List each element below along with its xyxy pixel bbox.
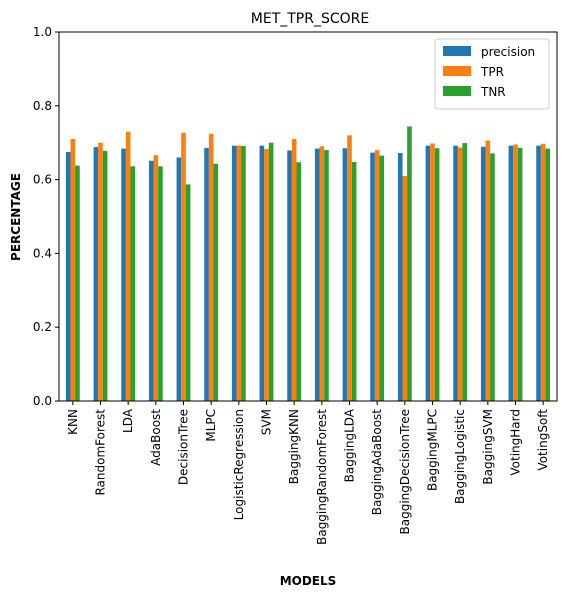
bar-tpr-adaboost xyxy=(153,155,159,401)
bar-precision-baggingmlpc xyxy=(425,145,431,401)
bar-precision-logisticregression xyxy=(231,145,237,401)
bar-tpr-decisiontree xyxy=(181,132,186,401)
bar-tnr-randomforest xyxy=(102,150,108,401)
x-tick-label: BaggingLogistic xyxy=(453,409,467,504)
y-tick-label: 0.4 xyxy=(33,246,52,260)
x-tick-label: DecisionTree xyxy=(177,409,191,485)
bar-precision-baggingrandomforest xyxy=(314,148,320,401)
x-tick-label: SVM xyxy=(260,409,274,435)
bar-tnr-bagginglogistic xyxy=(462,143,468,401)
bar-precision-svm xyxy=(259,145,265,401)
bar-tpr-randomforest xyxy=(98,142,103,401)
bar-tpr-bagginglogistic xyxy=(457,147,463,401)
y-axis-title: PERCENTAGE xyxy=(9,173,23,261)
bar-tpr-mlpc xyxy=(208,133,214,401)
bar-precision-decisiontree xyxy=(176,157,182,401)
x-tick-label: BaggingRandomForest xyxy=(315,409,329,545)
plot-frame xyxy=(58,31,558,402)
bar-tpr-baggingsvm xyxy=(485,140,491,401)
bar-tnr-baggingadaboost xyxy=(379,155,385,401)
bar-tnr-baggingdecisiontree xyxy=(407,126,412,402)
bar-tnr-logisticregression xyxy=(241,146,246,401)
bar-tnr-decisiontree xyxy=(185,184,191,401)
x-tick-label: MLPC xyxy=(204,409,218,442)
bar-precision-baggingadaboost xyxy=(370,152,375,401)
bar-precision-bagginglogistic xyxy=(453,145,458,401)
bar-tpr-baggingdecisiontree xyxy=(402,175,408,401)
x-tick-label: BaggingMLPC xyxy=(426,409,440,491)
bar-tpr-svm xyxy=(264,148,269,401)
bar-tnr-baggingrandomforest xyxy=(324,150,329,401)
legend-label-tnr: TNR xyxy=(480,85,506,99)
bar-precision-adaboost xyxy=(148,160,154,401)
bar-tnr-adaboost xyxy=(158,166,163,401)
legend-swatch-tpr xyxy=(443,66,471,76)
bar-precision-baggingdecisiontree xyxy=(397,153,403,401)
bar-tpr-baggingmlpc xyxy=(430,143,435,402)
bar-tpr-baggingknn xyxy=(291,139,297,401)
y-tick-label: 0.0 xyxy=(33,394,52,408)
x-tick-label: BaggingKNN xyxy=(287,409,301,484)
bar-tpr-votingsoft xyxy=(540,143,546,401)
legend-label-tpr: TPR xyxy=(480,65,504,79)
bar-tnr-votingsoft xyxy=(545,148,551,401)
bar-precision-randomforest xyxy=(93,147,99,401)
bar-tnr-baggingknn xyxy=(296,162,302,401)
x-tick-label: BaggingSVM xyxy=(481,409,495,485)
bar-precision-mlpc xyxy=(204,147,209,401)
bar-precision-baggingsvm xyxy=(480,146,486,401)
x-tick-label: AdaBoost xyxy=(149,409,163,466)
bar-tpr-bagginglda xyxy=(347,135,352,401)
bar-tpr-baggingrandomforest xyxy=(319,146,325,401)
bar-precision-bagginglda xyxy=(342,148,348,401)
chart-title: MET_TPR_SCORE xyxy=(251,11,369,27)
x-tick-label: VotingHard xyxy=(509,409,523,476)
legend-swatch-tnr xyxy=(443,86,471,96)
bar-tnr-votinghard xyxy=(517,147,523,401)
bar-tnr-baggingsvm xyxy=(490,153,495,401)
x-axis-title: MODELS xyxy=(280,574,337,588)
bar-precision-knn xyxy=(65,151,71,401)
x-tick-label: BaggingLDA xyxy=(343,408,357,482)
bar-tpr-knn xyxy=(70,139,76,401)
bar-tnr-mlpc xyxy=(213,163,219,401)
bar-precision-votinghard xyxy=(508,145,514,401)
bar-tnr-knn xyxy=(75,165,80,401)
bar-precision-lda xyxy=(121,148,126,401)
legend-label-precision: precision xyxy=(481,45,535,59)
y-tick-label: 0.6 xyxy=(33,173,52,187)
y-tick-label: 0.2 xyxy=(33,320,52,334)
bar-tpr-baggingadaboost xyxy=(374,150,380,401)
y-tick-label: 0.8 xyxy=(33,99,52,113)
plot-area: KNN RandomForest LDA AdaBoost DecisionTree ML… xyxy=(33,25,550,545)
bar-precision-baggingknn xyxy=(287,150,292,401)
x-tick-label: BaggingAdaBoost xyxy=(370,409,384,516)
x-tick-label: KNN xyxy=(66,409,80,435)
bar-tnr-bagginglda xyxy=(351,161,357,401)
x-tick-label: VotingSoft xyxy=(536,409,550,471)
bar-precision-votingsoft xyxy=(536,145,541,401)
bar-tpr-lda xyxy=(125,131,131,401)
bar-tpr-votinghard xyxy=(513,144,518,402)
bar-tnr-baggingmlpc xyxy=(434,148,440,401)
x-tick-label: LogisticRegression xyxy=(232,409,246,520)
y-tick-label: 1.0 xyxy=(33,25,52,39)
bar-tpr-logisticregression xyxy=(236,145,242,401)
x-tick-label: LDA xyxy=(121,408,135,433)
x-tick-label: RandomForest xyxy=(94,409,108,496)
bar-tnr-svm xyxy=(268,142,274,401)
legend: precision TPR TNR xyxy=(434,38,550,110)
bar-tnr-lda xyxy=(130,166,136,401)
x-tick-label: BaggingDecisionTree xyxy=(398,409,412,534)
legend-swatch-precision xyxy=(443,46,471,56)
